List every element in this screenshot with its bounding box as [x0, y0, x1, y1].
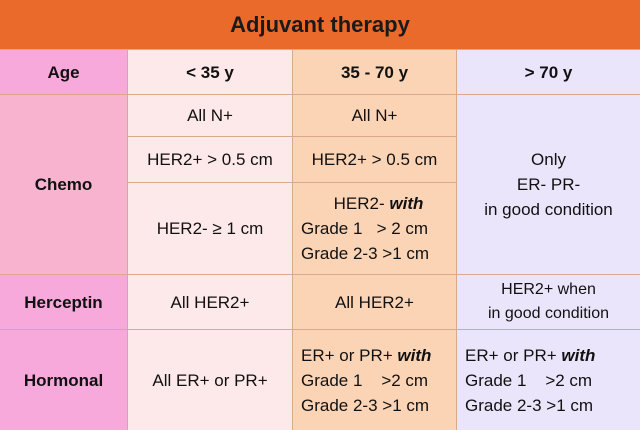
row-label: Herceptin	[0, 275, 128, 330]
cell-line: HER2- with	[334, 191, 424, 216]
cell: All HER2+	[293, 275, 457, 330]
text: HER2-	[333, 194, 385, 213]
cell: HER2+ when in good condition	[457, 275, 640, 330]
emphasis: with	[389, 194, 424, 213]
cell: All N+	[293, 95, 457, 137]
cell: HER2+ > 0.5 cm	[293, 137, 457, 183]
cell-line: ER+ or PR+ with	[301, 343, 431, 368]
header-cell: < 35 y	[128, 50, 293, 95]
cell-line: Grade 2-3 >1 cm	[465, 395, 594, 415]
emphasis: with	[397, 345, 432, 365]
cell: All HER2+	[128, 275, 293, 330]
cell-line: HER2+ when	[501, 281, 596, 298]
emphasis: with	[561, 345, 596, 365]
cell: HER2- ≥ 1 cm	[128, 183, 293, 275]
cell-line: Grade 1 >2 cm	[301, 370, 429, 390]
cell: HER2+ > 0.5 cm	[128, 137, 293, 183]
cell-line: Grade 1 >2 cm	[465, 370, 593, 390]
cell: Only ER- PR- in good condition	[457, 95, 640, 275]
cell-line: Grade 2-3 >1 cm	[301, 395, 430, 415]
cell-line: Only	[531, 150, 566, 169]
text: ER+ or PR+	[465, 345, 557, 365]
cell-line: Grade 1 > 2 cm	[301, 219, 429, 238]
cell-line: in good condition	[484, 200, 613, 219]
cell-line: ER- PR-	[516, 175, 581, 194]
cell: HER2- with Grade 1 > 2 cm Grade 2-3 >1 c…	[293, 183, 457, 275]
header-cell: > 70 y	[457, 50, 640, 95]
cell-line: Grade 2-3 >1 cm	[301, 244, 430, 263]
cell: All N+	[128, 95, 293, 137]
title: Adjuvant therapy	[0, 0, 640, 50]
text: ER+ or PR+	[301, 345, 393, 365]
cell: ER+ or PR+ with Grade 1 >2 cm Grade 2-3 …	[293, 330, 457, 430]
header-cell: Age	[0, 50, 128, 95]
cell: All ER+ or PR+	[128, 330, 293, 430]
cell: ER+ or PR+ with Grade 1 >2 cm Grade 2-3 …	[457, 330, 640, 430]
header-cell: 35 - 70 y	[293, 50, 457, 95]
cell-line: in good condition	[488, 305, 609, 322]
row-label: Hormonal	[0, 330, 128, 430]
cell-line: ER+ or PR+ with	[465, 343, 595, 368]
row-label: Chemo	[0, 95, 128, 275]
